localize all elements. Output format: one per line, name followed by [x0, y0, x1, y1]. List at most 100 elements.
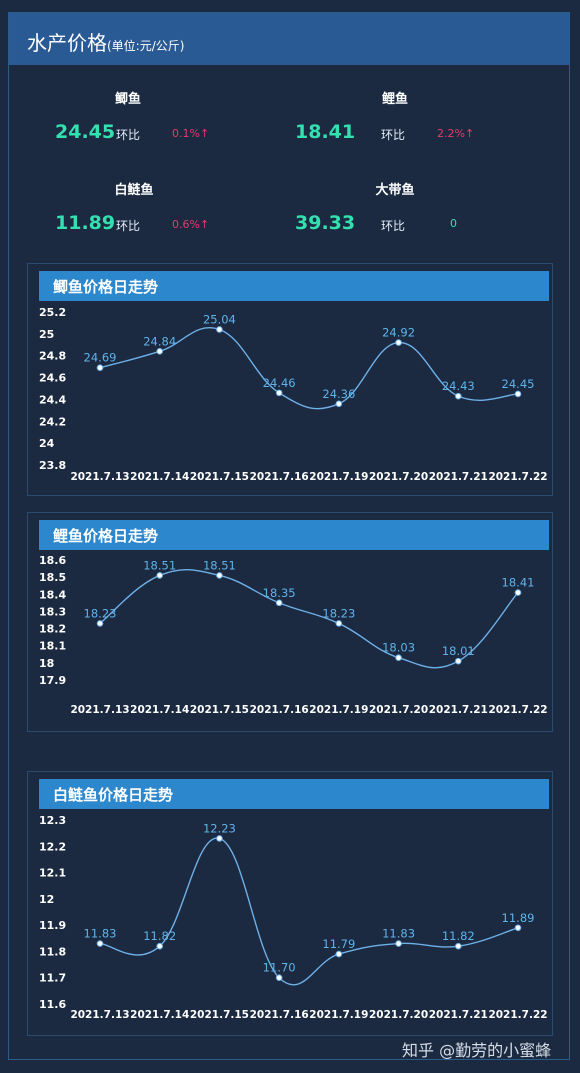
x-tick-label: 2021.7.20: [369, 471, 428, 483]
x-tick-label: 2021.7.21: [429, 704, 488, 716]
data-point[interactable]: [96, 620, 104, 627]
data-label: 11.79: [322, 937, 355, 951]
y-tick-label: 24.8: [39, 350, 66, 363]
unit-text: (单位:元/公斤): [107, 39, 185, 53]
data-point[interactable]: [454, 942, 462, 950]
y-tick-label: 12.3: [39, 814, 66, 827]
stat-ratio-silver-carp: 0.6%↑: [172, 218, 210, 231]
data-point[interactable]: [395, 339, 402, 346]
stat-ratio-label-carp: 环比: [381, 128, 406, 142]
data-point[interactable]: [96, 940, 104, 947]
y-tick-label: 18.6: [39, 554, 66, 567]
dashboard-frame: [8, 12, 570, 1060]
data-point[interactable]: [275, 389, 283, 397]
data-label: 18.01: [442, 644, 475, 658]
data-point[interactable]: [335, 620, 343, 627]
data-label: 18.51: [203, 558, 236, 572]
x-tick-label: 2021.7.19: [309, 471, 368, 483]
data-point[interactable]: [156, 942, 164, 950]
x-tick-label: 2021.7.20: [369, 704, 428, 716]
stat-ratio-crucian: 0.1%↑: [172, 127, 210, 140]
data-label: 24.45: [502, 377, 535, 391]
data-label: 24.92: [382, 326, 415, 340]
x-tick-label: 2021.7.14: [130, 704, 189, 716]
x-tick-label: 2021.7.13: [70, 471, 129, 483]
y-tick-label: 11.8: [39, 945, 66, 958]
x-tick-label: 2021.7.13: [70, 704, 129, 716]
data-label: 11.83: [382, 927, 415, 941]
series-line: [99, 327, 519, 410]
stat-price-hairtail: 39.33: [295, 212, 356, 234]
data-label: 24.43: [442, 379, 475, 393]
data-point[interactable]: [454, 392, 462, 400]
data-label: 24.69: [84, 351, 117, 365]
stat-name-silver-carp: 白鲢鱼: [114, 183, 154, 198]
y-tick-label: 23.8: [39, 459, 66, 472]
data-label: 11.89: [502, 911, 535, 925]
data-point[interactable]: [156, 572, 164, 579]
x-tick-label: 2021.7.20: [369, 1009, 428, 1021]
stat-ratio-label-hairtail: 环比: [381, 219, 406, 233]
stat-price-silver-carp: 11.89: [55, 212, 116, 234]
chart-title: 白鲢鱼价格日走势: [53, 786, 174, 804]
data-label: 18.03: [382, 641, 415, 655]
y-tick-label: 18.1: [39, 640, 66, 653]
x-tick-label: 2021.7.13: [70, 1009, 129, 1021]
data-label: 18.41: [502, 576, 535, 590]
x-tick-label: 2021.7.22: [488, 471, 547, 483]
data-label: 11.82: [442, 929, 475, 943]
stat-ratio-hairtail: 0: [450, 217, 457, 230]
stat-name-crucian: 鲫鱼: [114, 92, 141, 107]
data-label: 18.23: [322, 606, 355, 620]
data-point[interactable]: [156, 348, 164, 355]
data-point[interactable]: [514, 924, 522, 932]
data-point[interactable]: [335, 400, 343, 408]
x-tick-label: 2021.7.14: [130, 471, 189, 483]
data-label: 12.23: [203, 821, 236, 835]
data-label: 24.84: [143, 334, 176, 348]
chart-panel-carp: 鲤鱼价格日走势 18.6 18.5 18.4 18.3 18.2 18.1 18 17.9 20…: [27, 512, 553, 732]
y-tick-label: 24: [39, 437, 55, 450]
stat-name-carp: 鲤鱼: [381, 92, 408, 107]
chart-panel-header: 鲫鱼价格日走势: [39, 271, 549, 301]
data-point[interactable]: [275, 599, 283, 607]
x-tick-label: 2021.7.22: [488, 704, 547, 716]
watermark: 知乎 @勤劳的小蜜蜂: [402, 1041, 552, 1060]
data-point[interactable]: [395, 654, 402, 662]
data-point[interactable]: [216, 835, 223, 842]
y-tick-label: 18.5: [39, 571, 66, 584]
data-point[interactable]: [454, 657, 462, 665]
page-title: 水产价格(单位:元/公斤): [27, 27, 184, 56]
y-tick-label: 12: [39, 893, 54, 906]
chart-title: 鲫鱼价格日走势: [53, 278, 159, 296]
data-label: 11.83: [84, 927, 117, 941]
data-point[interactable]: [514, 589, 522, 596]
data-point[interactable]: [275, 974, 283, 982]
data-point[interactable]: [96, 364, 104, 372]
x-tick-label: 2021.7.15: [190, 471, 249, 483]
x-tick-label: 2021.7.16: [250, 704, 309, 716]
data-label: 18.51: [143, 558, 176, 572]
y-tick-label: 25: [39, 328, 54, 341]
y-tick-label: 17.9: [39, 674, 66, 687]
data-label: 11.70: [263, 961, 296, 975]
stat-price-carp: 18.41: [295, 121, 356, 143]
stat-name-hairtail: 大带鱼: [375, 183, 415, 198]
data-point[interactable]: [335, 950, 343, 958]
data-point[interactable]: [514, 390, 522, 398]
title-text: 水产价格: [27, 31, 107, 55]
y-tick-label: 11.7: [39, 972, 66, 985]
y-tick-label: 12.1: [39, 867, 66, 880]
x-tick-label: 2021.7.14: [130, 1009, 189, 1021]
x-tick-label: 2021.7.16: [250, 1009, 309, 1021]
data-point[interactable]: [216, 572, 223, 579]
data-label: 25.04: [203, 312, 236, 326]
x-tick-label: 2021.7.15: [190, 704, 249, 716]
stat-ratio-label-crucian: 环比: [116, 128, 141, 142]
data-point[interactable]: [216, 326, 223, 333]
y-tick-label: 18: [39, 657, 54, 670]
data-point[interactable]: [395, 940, 402, 947]
stat-ratio-carp: 2.2%↑: [437, 127, 475, 140]
